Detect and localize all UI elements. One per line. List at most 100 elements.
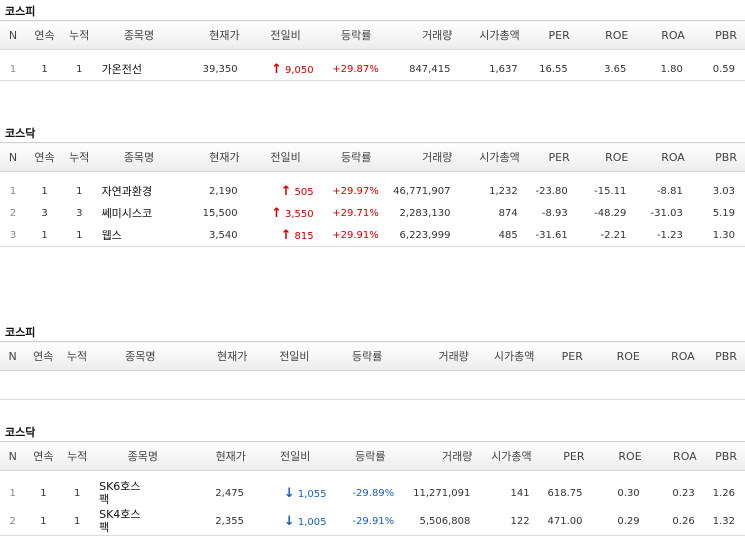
column-header-volume[interactable]: 거래량 (388, 20, 461, 50)
column-header-price[interactable]: 현재가 (182, 20, 248, 50)
cell-roe: -2.21 (577, 224, 637, 247)
column-header-roa[interactable]: ROA (647, 341, 703, 371)
column-header-pbr[interactable]: PBR (692, 142, 745, 172)
column-header-name[interactable]: 종목명 (95, 142, 183, 172)
column-header-per[interactable]: PER (527, 20, 578, 50)
table-row: 3 1 1 웹스 3,540 ↑ 815 +29.91% 6,223,999 485 -31.61-… (0, 224, 745, 247)
column-header-cum[interactable]: 누적 (62, 142, 96, 172)
column-header-pbr[interactable]: PBR (704, 441, 745, 471)
stock-name-link[interactable]: 쎄미시스코 (101, 207, 153, 220)
stock-table: N 연속 누적 종목명 현재가 전일비 등락률 거래량 시가총액 PER ROE ROA PBR 1 1 1 S… (0, 441, 745, 536)
column-header-streak[interactable]: 연속 (26, 142, 63, 172)
cell-roe: 0.29 (592, 507, 650, 536)
column-header-streak[interactable]: 연속 (25, 441, 62, 471)
cell-stock-name: 자연과환경 (96, 180, 183, 202)
cell-cum: 1 (61, 507, 94, 536)
cell-volume: 11,271,091 (413, 487, 471, 499)
column-header-mcap[interactable]: 시가총액 (476, 341, 543, 371)
arrow-up-icon: ↑ (271, 205, 282, 221)
cell-stock-name: 쎄미시스코 (96, 202, 183, 224)
cell-roa: -1.23 (636, 224, 693, 247)
column-header-name[interactable]: 종목명 (93, 441, 193, 471)
column-header-rate[interactable]: 등락률 (333, 341, 401, 371)
column-header-rate[interactable]: 등락률 (323, 142, 389, 172)
column-header-n[interactable]: N (0, 20, 27, 50)
column-header-rate[interactable]: 등락률 (323, 20, 389, 50)
cell-per: 618.75 (547, 487, 583, 499)
column-header-volume[interactable]: 거래량 (404, 441, 481, 471)
cell-roa: 0.23 (672, 487, 695, 499)
column-header-roe[interactable]: ROE (592, 441, 650, 471)
column-header-per[interactable]: PER (542, 341, 591, 371)
column-header-volume[interactable]: 거래량 (400, 341, 477, 371)
empty-row (0, 379, 745, 400)
column-header-n[interactable]: N (0, 341, 26, 371)
cell-volume: 2,283,130 (399, 207, 451, 219)
stock-name-link[interactable]: 자연과환경 (101, 185, 153, 198)
cell-rank: 1 (0, 58, 27, 81)
column-header-streak[interactable]: 연속 (26, 20, 63, 50)
arrow-up-icon: ↑ (280, 183, 292, 199)
column-header-mcap[interactable]: 시가총액 (460, 142, 528, 172)
column-header-price[interactable]: 현재가 (187, 341, 256, 371)
cell-mcap: 141 (510, 487, 530, 499)
arrow-up-icon: ↑ (271, 61, 282, 77)
cell-rate: +29.91% (323, 224, 389, 247)
cell-pbr: 0.59 (692, 58, 745, 81)
cell-stock-name: 가온전선 (95, 58, 183, 81)
column-header-price[interactable]: 현재가 (182, 142, 248, 172)
cell-rank: 1 (9, 185, 17, 197)
column-header-per[interactable]: PER (539, 441, 593, 471)
stock-name-link[interactable]: SK4호스팩 (99, 507, 141, 534)
section-title: 코스피 (5, 326, 36, 339)
column-header-pbr[interactable]: PBR (692, 20, 745, 50)
column-header-roa[interactable]: ROA (636, 142, 693, 172)
cell-pbr: 1.26 (712, 487, 735, 499)
column-header-rate[interactable]: 등락률 (336, 441, 405, 471)
column-header-roa[interactable]: ROA (649, 441, 705, 471)
cell-rate: +29.87% (323, 58, 389, 81)
column-header-name[interactable]: 종목명 (92, 341, 188, 371)
cell-stock-name: SK6호스팩 (93, 479, 192, 507)
column-header-change[interactable]: 전일비 (247, 142, 324, 172)
column-header-pbr[interactable]: PBR (702, 341, 745, 371)
column-header-per[interactable]: PER (527, 142, 578, 172)
column-header-price[interactable]: 현재가 (192, 441, 254, 471)
stock-name-link[interactable]: 웹스 (101, 229, 122, 242)
cell-stock-name: 웹스 (95, 224, 183, 247)
table-row: 1 1 1 자연과환경 2,190 ↑ 505 +29.97% 46,771,907 1,232 -… (0, 180, 745, 202)
cell-mcap: 1,232 (489, 185, 518, 197)
cell-mcap: 1,637 (460, 58, 528, 81)
column-header-streak[interactable]: 연속 (25, 341, 62, 371)
column-header-roa[interactable]: ROA (636, 20, 693, 50)
column-header-mcap[interactable]: 시가총액 (480, 441, 540, 471)
change-value: 505 (294, 186, 314, 198)
column-header-name[interactable]: 종목명 (95, 20, 183, 50)
cell-per: -31.61 (527, 224, 578, 247)
cell-change: ↑ 505 (248, 180, 324, 202)
cell-volume: 5,506,808 (404, 507, 481, 536)
stock-name-link[interactable]: 가온전선 (101, 63, 143, 76)
column-header-volume[interactable]: 거래량 (388, 142, 461, 172)
column-header-cum[interactable]: 누적 (62, 20, 96, 50)
stock-name-link[interactable]: SK6호스팩 (99, 479, 141, 506)
column-header-change[interactable]: 전일비 (247, 20, 324, 50)
cell-pbr: 5.19 (712, 207, 735, 219)
column-header-cum[interactable]: 누적 (61, 341, 93, 371)
section-title: 코스닥 (5, 426, 36, 439)
column-header-roe[interactable]: ROE (590, 341, 648, 371)
column-header-roe[interactable]: ROE (577, 20, 637, 50)
column-header-mcap[interactable]: 시가총액 (460, 20, 528, 50)
column-header-change[interactable]: 전일비 (255, 341, 334, 371)
column-header-n[interactable]: N (0, 441, 26, 471)
column-header-roe[interactable]: ROE (577, 142, 637, 172)
cell-rate: +29.71% (332, 207, 379, 219)
column-header-change[interactable]: 전일비 (253, 441, 337, 471)
table-row: 1 1 1 가온전선 39,350 ↑ 9,050 +29.87% 847,415 1,637 16… (0, 58, 745, 81)
table-row: 2 1 1 SK4호스팩 2,355 ↓ 1,005 -29.91% 5,506,808 122 4… (0, 507, 745, 536)
table-row: 1 1 1 SK6호스팩 2,475 ↓ 1,055 -29.89% 11,271,091 141… (0, 479, 745, 507)
column-header-cum[interactable]: 누적 (61, 441, 94, 471)
arrow-down-icon: ↓ (283, 513, 295, 529)
cell-cum: 1 (76, 185, 83, 197)
column-header-n[interactable]: N (0, 142, 27, 172)
